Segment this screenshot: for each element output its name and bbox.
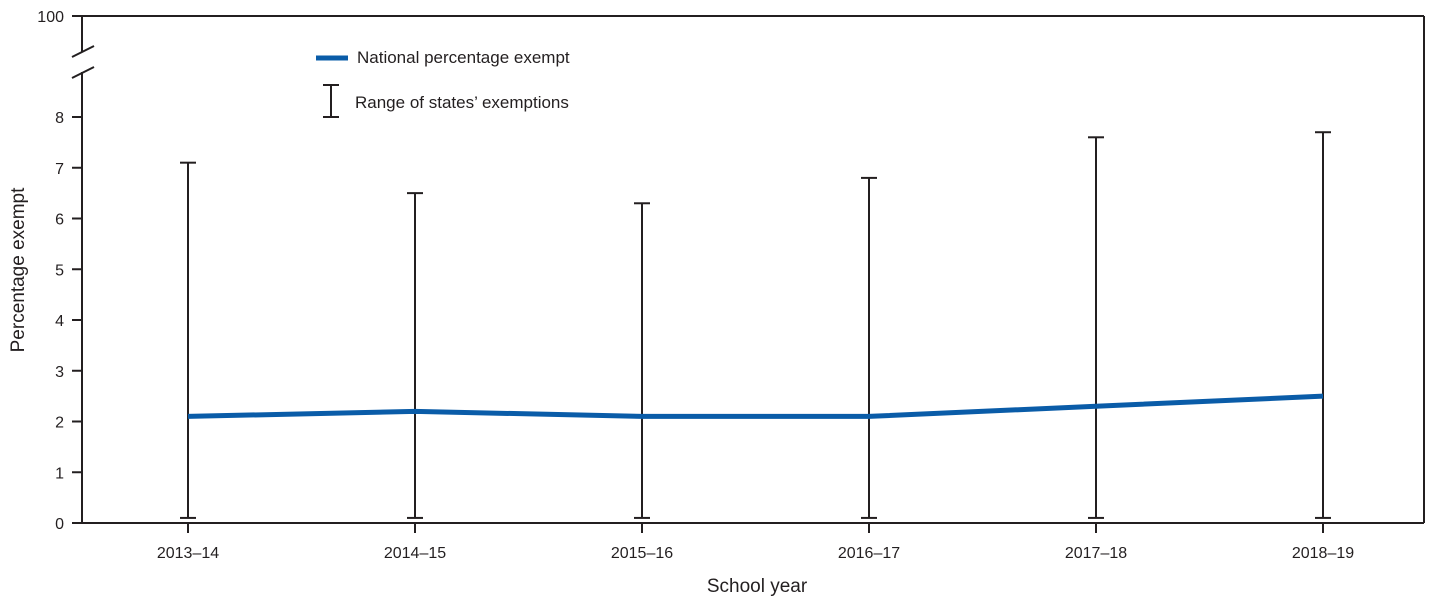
plot-frame: 100 — [37, 9, 1425, 524]
x-tick-label: 2015–16 — [611, 545, 673, 562]
x-tick-label: 2016–17 — [838, 545, 900, 562]
series-lines — [187, 393, 1324, 419]
range-bar — [407, 192, 423, 519]
range-bar — [1315, 131, 1331, 519]
x-tick-label: 2014–15 — [384, 545, 446, 562]
y-top-tick-label: 100 — [37, 9, 64, 26]
x-axis-ticks: 2013–14 2014–15 2015–16 2016–17 2017–18 2018–… — [157, 523, 1354, 562]
legend-series-label: National percentage exempt — [357, 48, 570, 67]
y-tick-label: 2 — [55, 415, 64, 432]
range-bars — [180, 131, 1331, 519]
y-tick-label: 7 — [55, 161, 64, 178]
range-bar — [1088, 136, 1104, 519]
y-tick-label: 8 — [55, 110, 64, 127]
legend-range-swatch — [323, 84, 339, 118]
y-tick-label: 1 — [55, 465, 64, 482]
axis-break-mark-bottom — [71, 66, 95, 79]
x-tick-label: 2017–18 — [1065, 545, 1127, 562]
y-tick-label: 5 — [55, 262, 64, 279]
y-axis-title: Percentage exempt — [8, 187, 29, 352]
y-axis-ticks: 0 1 2 3 4 5 6 7 8 — [55, 110, 82, 533]
range-bar — [180, 161, 196, 519]
range-bar — [634, 202, 650, 519]
y-tick-label: 0 — [55, 516, 64, 533]
x-tick-label: 2018–19 — [1292, 545, 1354, 562]
x-axis-title: School year — [707, 576, 808, 597]
axis-break-mark-top — [71, 45, 95, 58]
series-line-national — [187, 393, 1324, 419]
x-tick-label: 2013–14 — [157, 545, 219, 562]
y-tick-label: 4 — [55, 313, 64, 330]
legend-range-label: Range of states’ exemptions — [355, 93, 569, 112]
y-tick-label: 6 — [55, 212, 64, 229]
y-tick-label: 3 — [55, 364, 64, 381]
legend: National percentage exempt Range of stat… — [316, 48, 570, 118]
range-bar — [861, 176, 877, 519]
